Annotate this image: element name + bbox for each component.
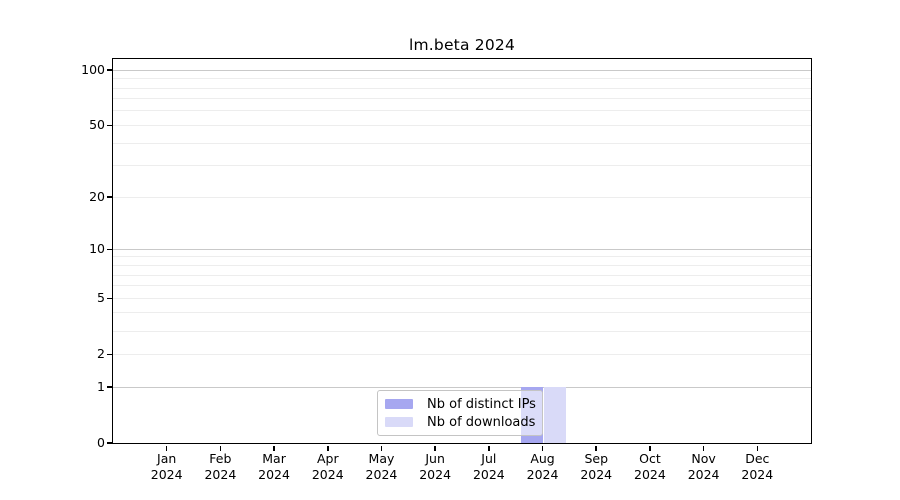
y-gridline-minor <box>113 165 811 167</box>
x-axis-tick <box>273 446 275 451</box>
y-axis-tick <box>106 124 112 127</box>
x-axis-tick-year: 2024 <box>311 466 344 482</box>
chart-title: lm.beta 2024 <box>408 36 516 54</box>
y-axis-tick <box>106 442 112 444</box>
legend-swatch-downloads-icon <box>385 417 413 427</box>
y-axis-tick <box>106 69 112 71</box>
x-axis-tick-year: 2024 <box>365 466 398 482</box>
x-axis-tick <box>756 446 759 451</box>
y-axis-tick-label: 20 <box>89 189 105 205</box>
x-axis-tick <box>219 446 222 451</box>
y-axis-tick <box>106 297 112 299</box>
y-gridline-minor <box>113 353 811 355</box>
y-gridline-minor <box>113 110 811 112</box>
bar-downloads <box>543 387 566 443</box>
x-axis-tick <box>165 446 168 451</box>
x-axis-tick <box>702 446 705 451</box>
y-gridline-minor <box>113 142 811 144</box>
y-axis-tick-label: 0 <box>97 435 105 450</box>
y-axis-tick <box>106 353 112 355</box>
x-axis-tick <box>434 446 436 451</box>
legend-label-downloads: Nb of downloads <box>427 414 536 430</box>
x-axis-tick-label: Sep 2024 <box>580 451 613 482</box>
y-gridline-minor <box>113 297 811 299</box>
x-axis-tick-label: Jan 2024 <box>150 451 183 482</box>
x-axis-tick-label: Mar 2024 <box>258 451 290 482</box>
y-axis-tick <box>106 386 112 388</box>
x-axis-tick-label: Jun 2024 <box>419 451 452 482</box>
x-axis-tick-label: May 2024 <box>365 451 398 482</box>
x-axis-tick <box>488 446 490 451</box>
y-axis-tick-label: 10 <box>89 241 105 257</box>
x-axis-tick-year: 2024 <box>204 466 237 482</box>
y-axis-tick <box>106 248 112 251</box>
x-axis-tick-label: Jul 2024 <box>472 451 505 482</box>
y-gridline-minor <box>113 312 811 314</box>
legend-item-distinct-ips: Nb of distinct IPs <box>385 397 542 412</box>
y-gridline-major <box>113 69 811 71</box>
x-axis-tick-year: 2024 <box>419 466 452 482</box>
legend-label-distinct-ips: Nb of distinct IPs <box>427 396 536 412</box>
y-axis-tick-label: 2 <box>97 346 105 362</box>
legend: Nb of distinct IPs Nb of downloads <box>377 390 543 436</box>
x-axis-tick-label: Apr 2024 <box>311 451 344 482</box>
y-axis-tick-label: 5 <box>97 290 105 306</box>
x-axis-tick <box>649 446 651 451</box>
legend-swatch-distinct-ips-icon <box>385 399 413 409</box>
x-axis-tick <box>327 446 329 451</box>
y-gridline-minor <box>113 256 811 258</box>
y-gridline-major <box>113 248 811 250</box>
y-gridline-minor <box>113 98 811 100</box>
x-axis-tick <box>595 446 597 451</box>
y-gridline-major <box>113 386 811 388</box>
y-axis-tick-label: 50 <box>89 117 105 133</box>
x-axis-tick-year: 2024 <box>472 466 505 482</box>
x-axis-tick <box>380 446 383 451</box>
x-axis-tick-label: Aug 2024 <box>526 451 559 482</box>
y-gridline-minor <box>113 87 811 89</box>
y-gridline-minor <box>113 78 811 80</box>
x-axis-tick-year: 2024 <box>150 466 183 482</box>
x-axis-tick-year: 2024 <box>580 466 613 482</box>
y-gridline-minor <box>113 265 811 266</box>
legend-item-downloads: Nb of downloads <box>385 415 542 430</box>
x-axis-tick-year: 2024 <box>687 466 720 482</box>
y-gridline-minor <box>113 274 811 276</box>
y-gridline-minor <box>113 124 811 126</box>
x-axis-tick-label: Oct 2024 <box>634 451 666 482</box>
y-gridline-minor <box>113 330 811 332</box>
y-gridline-minor <box>113 196 811 198</box>
x-axis-tick-label: Dec 2024 <box>741 451 774 482</box>
x-axis-tick <box>541 446 544 451</box>
x-axis-tick-label: Feb 2024 <box>204 451 237 482</box>
y-gridline-minor <box>113 285 811 287</box>
x-axis-tick-year: 2024 <box>634 466 666 482</box>
x-axis-tick-year: 2024 <box>258 466 290 482</box>
x-axis-tick-label: Nov 2024 <box>687 451 720 482</box>
x-axis-tick-year: 2024 <box>526 466 559 482</box>
plot-area: 100 50 20 10 5 2 1 0 Jan 2024 Feb 2024 Mar 2024 Apr 202… <box>81 58 812 482</box>
y-axis-tick <box>106 196 112 198</box>
y-axis-tick-label: 100 <box>81 62 105 78</box>
y-axis-tick-label: 1 <box>97 379 105 394</box>
x-axis-tick-year: 2024 <box>741 466 774 482</box>
